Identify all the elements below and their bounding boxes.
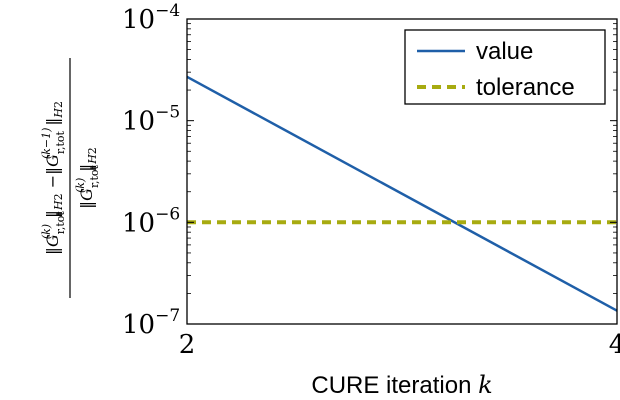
plot-frame bbox=[186, 18, 618, 325]
series-line-value bbox=[186, 75, 618, 312]
x-axis-label-text: CURE iteration bbox=[311, 372, 471, 399]
legend-label-tolerance: tolerance bbox=[476, 74, 575, 101]
y-tick-label: 10−4 bbox=[122, 1, 180, 35]
x-axis-label: CURE iteration k bbox=[311, 371, 492, 399]
x-tick-label: 4 bbox=[609, 330, 620, 360]
legend-label-value: value bbox=[476, 38, 533, 65]
x-axis-label-var: k bbox=[478, 371, 493, 399]
y-axis-label: ‖Gr,tot(k)‖H2 −‖Gr,tot(k−1)‖H2 ‖Gr,tot(k… bbox=[40, 58, 101, 298]
legend: value tolerance bbox=[404, 29, 606, 105]
legend-box bbox=[404, 29, 606, 105]
svg-text:‖Gr,tot(k)‖H2: ‖Gr,tot(k)‖H2 bbox=[74, 147, 101, 209]
x-tick-label: 2 bbox=[179, 330, 196, 360]
y-tick-label: 10−7 bbox=[122, 306, 180, 340]
y-tick-label: 10−5 bbox=[122, 103, 180, 137]
plot-area: 10−4 10−5 10−6 10−72 4 bbox=[122, 1, 620, 360]
svg-text:‖Gr,tot(k)‖H2 −‖Gr,tot(k−1)‖H2: ‖Gr,tot(k)‖H2 −‖Gr,tot(k−1)‖H2 bbox=[40, 101, 67, 255]
y-tick-label: 10−6 bbox=[122, 204, 180, 238]
